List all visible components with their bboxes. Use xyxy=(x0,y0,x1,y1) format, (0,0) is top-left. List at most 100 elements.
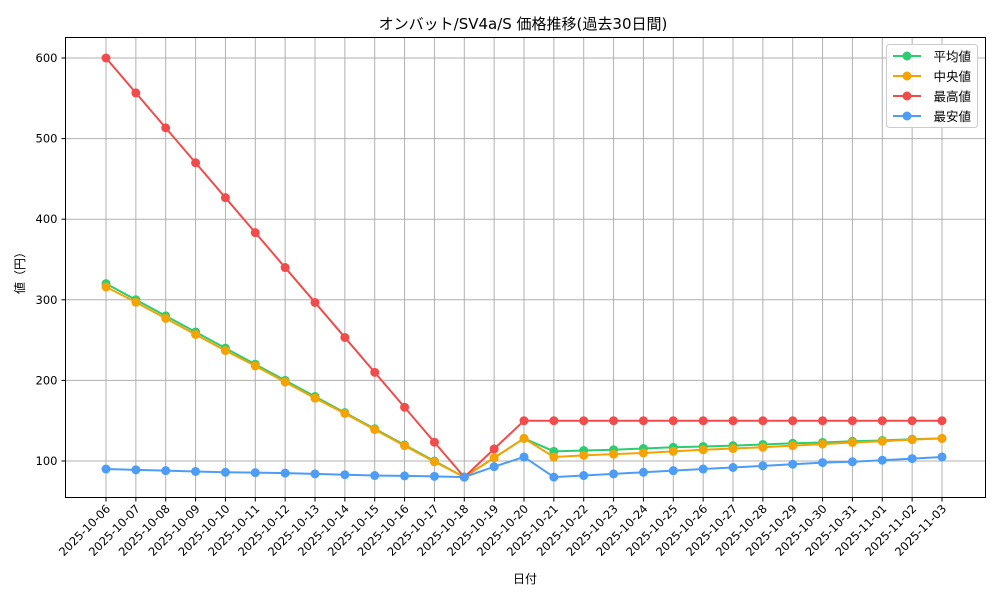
data-point xyxy=(310,393,320,403)
data-point xyxy=(519,416,529,426)
data-point xyxy=(489,462,499,472)
data-point xyxy=(877,416,887,426)
data-point xyxy=(907,454,917,464)
y-tick-label: 100 xyxy=(36,454,58,468)
x-axis-label: 日付 xyxy=(513,572,537,586)
data-point xyxy=(788,416,798,426)
legend-marker-icon xyxy=(902,51,912,61)
data-point xyxy=(758,416,768,426)
data-point xyxy=(489,453,499,463)
data-point xyxy=(131,88,141,98)
series-lines xyxy=(101,53,947,482)
data-point xyxy=(101,53,111,63)
data-point xyxy=(191,466,201,476)
data-point xyxy=(728,444,738,454)
data-point xyxy=(250,468,260,478)
data-point xyxy=(818,458,828,468)
data-point xyxy=(668,446,678,456)
data-point xyxy=(907,416,917,426)
data-point xyxy=(609,449,619,459)
data-point xyxy=(340,408,350,418)
legend-label: 最高値 xyxy=(933,89,971,104)
data-point xyxy=(847,437,857,447)
data-point xyxy=(429,437,439,447)
legend-marker-icon xyxy=(902,91,912,101)
data-point xyxy=(250,361,260,371)
series-3 xyxy=(101,452,947,482)
legend-label: 平均値 xyxy=(933,49,971,64)
data-point xyxy=(161,123,171,133)
legend-item: 最安値 xyxy=(893,109,971,124)
data-point xyxy=(728,416,738,426)
data-point xyxy=(220,346,230,356)
data-point xyxy=(937,433,947,443)
data-point xyxy=(609,469,619,479)
data-point xyxy=(280,263,290,273)
data-point xyxy=(549,472,559,482)
data-point xyxy=(280,377,290,387)
data-point xyxy=(191,158,201,168)
data-point xyxy=(310,469,320,479)
data-point xyxy=(549,416,559,426)
data-point xyxy=(638,416,648,426)
data-point xyxy=(788,459,798,469)
data-point xyxy=(400,441,410,451)
legend-item: 平均値 xyxy=(893,49,971,64)
data-point xyxy=(310,297,320,307)
y-axis-label: 値（円） xyxy=(12,246,27,294)
legend-label: 最安値 xyxy=(933,109,971,124)
legend-box xyxy=(886,44,978,128)
y-tick-label: 600 xyxy=(36,51,58,65)
data-point xyxy=(429,471,439,481)
data-point xyxy=(519,433,529,443)
data-point xyxy=(459,472,469,482)
data-point xyxy=(579,416,589,426)
data-point xyxy=(340,332,350,342)
y-tick-label: 400 xyxy=(36,212,58,226)
data-point xyxy=(758,442,768,452)
data-point xyxy=(877,436,887,446)
data-point xyxy=(191,329,201,339)
data-point xyxy=(937,452,947,462)
data-point xyxy=(370,425,380,435)
data-point xyxy=(101,282,111,292)
legend-label: 中央値 xyxy=(933,69,971,84)
data-point xyxy=(280,468,290,478)
data-point xyxy=(131,465,141,475)
plot-frame xyxy=(65,37,986,498)
data-point xyxy=(818,416,828,426)
data-point xyxy=(788,441,798,451)
grid xyxy=(65,37,986,498)
data-point xyxy=(220,467,230,477)
y-tick-label: 300 xyxy=(36,293,58,307)
legend-item: 中央値 xyxy=(893,69,971,84)
legend-item: 最高値 xyxy=(893,89,971,104)
data-point xyxy=(161,313,171,323)
data-point xyxy=(728,462,738,472)
data-point xyxy=(579,450,589,460)
data-point xyxy=(370,367,380,377)
data-point xyxy=(609,416,619,426)
data-point xyxy=(400,471,410,481)
legend-marker-icon xyxy=(902,111,912,121)
data-point xyxy=(131,297,141,307)
data-point xyxy=(847,457,857,467)
legend-marker-icon xyxy=(902,71,912,81)
data-point xyxy=(549,452,559,462)
series-2 xyxy=(101,53,947,482)
data-point xyxy=(161,466,171,476)
data-point xyxy=(758,461,768,471)
x-axis: 2025-10-062025-10-072025-10-082025-10-09… xyxy=(56,497,949,559)
series-1 xyxy=(101,282,947,482)
data-point xyxy=(638,467,648,477)
data-point xyxy=(907,435,917,445)
data-point xyxy=(698,445,708,455)
data-point xyxy=(250,228,260,238)
data-point xyxy=(340,470,350,480)
data-point xyxy=(370,471,380,481)
chart-title: オンバット/SV4a/S 価格推移(過去30日間) xyxy=(379,15,668,33)
data-point xyxy=(400,402,410,412)
y-tick-label: 200 xyxy=(36,373,58,387)
